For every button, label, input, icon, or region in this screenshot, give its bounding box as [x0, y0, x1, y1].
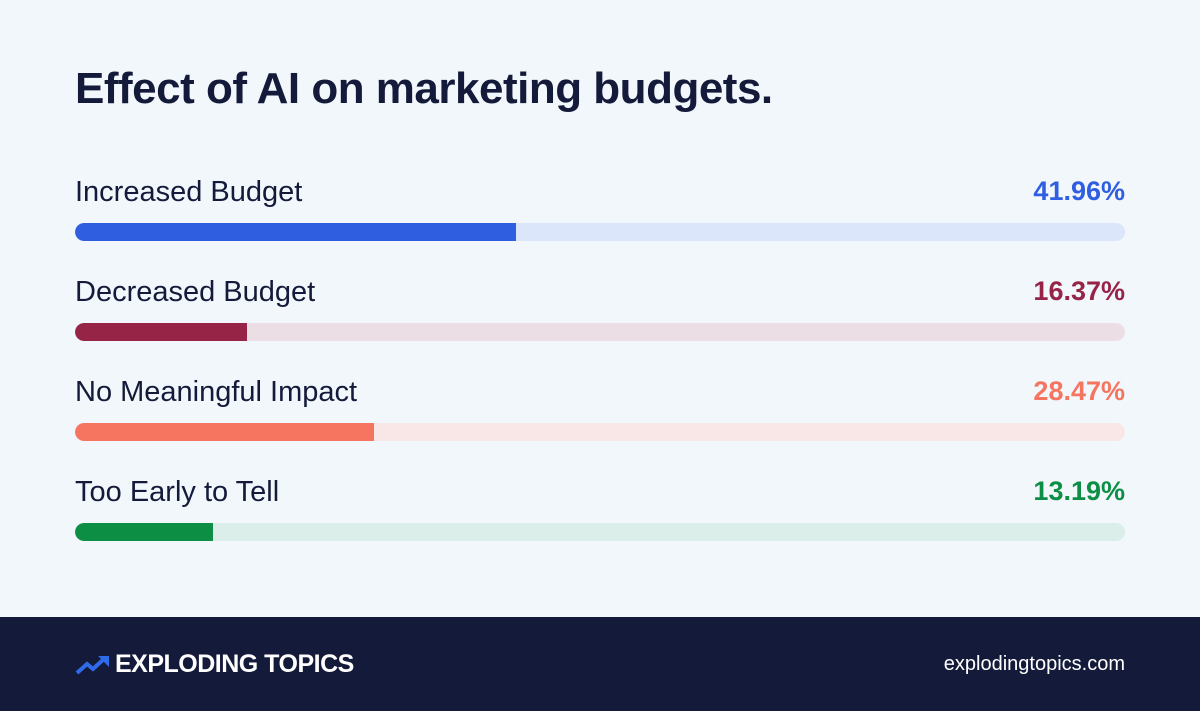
bar-track: [75, 423, 1125, 441]
bar-label: Increased Budget: [75, 176, 303, 208]
bar-track: [75, 323, 1125, 341]
website-link[interactable]: explodingtopics.com: [943, 653, 1125, 675]
bar-fill: [75, 323, 247, 341]
trend-arrow-icon: [75, 655, 109, 674]
brand-name: EXPLODING TOPICS: [115, 650, 354, 678]
bar-fill: [75, 423, 374, 441]
bar-value-label: 16.37%: [1033, 276, 1125, 306]
chart-title: Effect of AI on marketing budgets.: [75, 64, 773, 113]
footer: EXPLODING TOPICS explodingtopics.com: [0, 617, 1200, 711]
bar-row: Too Early to Tell 13.19%: [75, 476, 1125, 546]
bar-track: [75, 223, 1125, 241]
brand-logo: EXPLODING TOPICS: [75, 650, 354, 679]
bar-label: No Meaningful Impact: [75, 376, 358, 408]
bar-fill: [75, 223, 516, 241]
bar-row: Decreased Budget 16.37%: [75, 276, 1125, 346]
bar-track: [75, 523, 1125, 541]
bar-row: Increased Budget 41.96%: [75, 176, 1125, 246]
bar-value-label: 13.19%: [1033, 476, 1125, 506]
bar-fill: [75, 523, 214, 541]
bar-value-label: 41.96%: [1033, 176, 1125, 206]
bar-label: Decreased Budget: [75, 276, 316, 308]
bar-label: Too Early to Tell: [75, 476, 280, 508]
bar-value-label: 28.47%: [1033, 376, 1125, 406]
bar-row: No Meaningful Impact 28.47%: [75, 376, 1125, 446]
